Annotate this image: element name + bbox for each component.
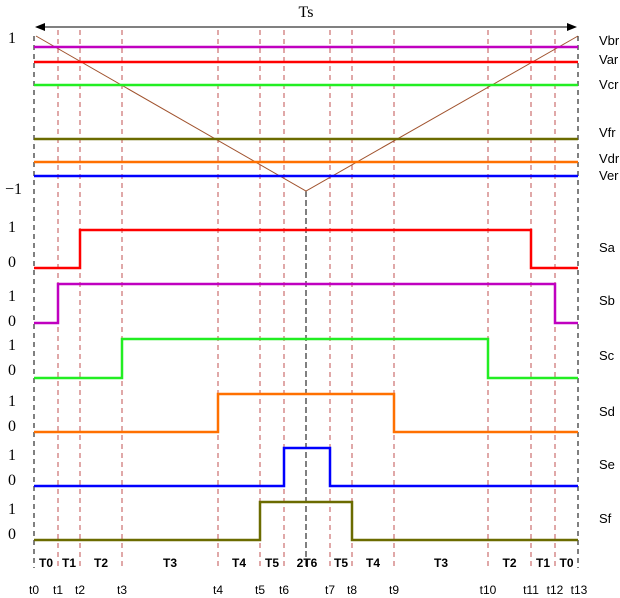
waveform-sf [34, 500, 578, 542]
interval-label: T0 [559, 556, 573, 570]
time-labels: t0 t1 t2 t3 t4 t5 t6 t7 t8 t9 t10 t11 t12 t13 [29, 583, 588, 597]
reference-label-vfr: Vfr [599, 125, 616, 140]
interval-label: T4 [366, 556, 380, 570]
time-tick-label: t6 [279, 583, 289, 597]
triangular-carrier [35, 35, 579, 192]
interval-label: T4 [232, 556, 246, 570]
interval-labels: T0 T1 T2 T3 T4 T5 2T6 T5 T4 T3 T2 T1 T0 [39, 556, 574, 570]
time-tick-label: t9 [389, 583, 399, 597]
carrier-top-label: 1 [8, 30, 16, 47]
interval-label: T5 [334, 556, 348, 570]
reference-label-var: Var [599, 52, 619, 67]
time-tick-label: t10 [480, 583, 497, 597]
time-tick-label: t7 [325, 583, 335, 597]
time-tick-label: t4 [213, 583, 223, 597]
interval-label: T2 [502, 556, 516, 570]
waveform-sb [34, 282, 578, 325]
time-tick-label: t8 [347, 583, 357, 597]
sd-high-label: 1 [8, 393, 16, 410]
interval-label: T2 [94, 556, 108, 570]
reference-label-vbr: Vbr [599, 33, 620, 48]
se-low-label: 0 [8, 472, 16, 489]
waveform-sc [34, 337, 578, 380]
time-tick-label: t13 [571, 583, 588, 597]
interval-label: T1 [62, 556, 76, 570]
waveform-se [34, 446, 578, 488]
interval-label: T3 [434, 556, 448, 570]
time-tick-label: t1 [53, 583, 63, 597]
switch-label-sd: Sd [599, 404, 615, 419]
reference-label-ver: Ver [599, 168, 619, 183]
time-guides [33, 30, 579, 568]
interval-label: T1 [536, 556, 550, 570]
reference-label-vdr: Vdr [599, 151, 620, 166]
se-high-label: 1 [8, 447, 16, 464]
time-tick-label: t5 [255, 583, 265, 597]
reference-label-vcr: Vcr [599, 77, 619, 92]
switch-label-se: Se [599, 457, 615, 472]
switch-label-sb: Sb [599, 293, 615, 308]
time-tick-label: t3 [117, 583, 127, 597]
switch-label-sa: Sa [599, 240, 616, 255]
sf-low-label: 0 [8, 526, 16, 543]
interval-label: 2T6 [297, 556, 318, 570]
sf-high-label: 1 [8, 501, 16, 518]
time-tick-label: t2 [75, 583, 85, 597]
carrier-bottom-label: −1 [5, 181, 22, 198]
time-tick-label: t0 [29, 583, 39, 597]
period-label: Ts [299, 4, 314, 21]
interval-label: T5 [265, 556, 279, 570]
sc-low-label: 0 [8, 362, 16, 379]
time-tick-label: t11 [523, 583, 539, 597]
switch-label-sc: Sc [599, 348, 615, 363]
sa-high-label: 1 [8, 219, 16, 236]
sd-low-label: 0 [8, 418, 16, 435]
sb-low-label: 0 [8, 313, 16, 330]
interval-label: T3 [163, 556, 177, 570]
time-tick-label: t12 [547, 583, 564, 597]
sb-high-label: 1 [8, 288, 16, 305]
sa-low-label: 0 [8, 254, 16, 271]
waveform-sd [34, 392, 578, 434]
sc-high-label: 1 [8, 337, 16, 354]
waveform-sa [34, 228, 578, 270]
switch-label-sf: Sf [599, 511, 612, 526]
interval-label: T0 [39, 556, 53, 570]
